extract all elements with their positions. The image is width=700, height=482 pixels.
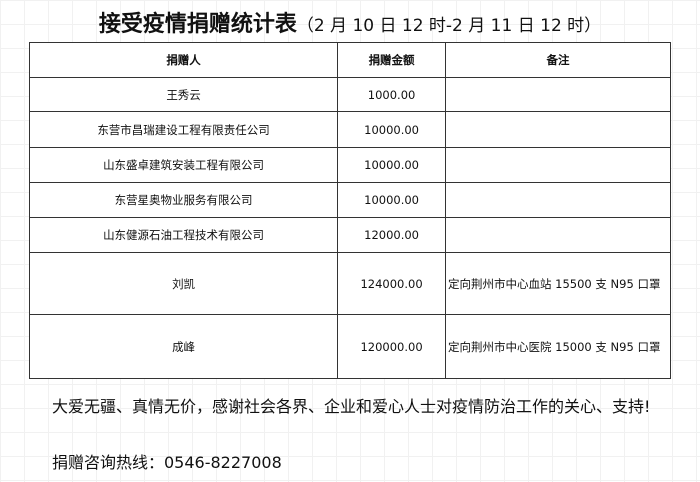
title-main: 接受疫情捐赠统计表	[98, 12, 297, 37]
table-row: 山东健源石油工程技术有限公司 12000.00	[28, 217, 671, 253]
note-cell	[445, 111, 671, 148]
amount-cell: 10000.00	[337, 147, 446, 183]
amount-cell: 124000.00	[337, 252, 446, 315]
donor-cell: 王秀云	[28, 77, 339, 112]
donor-cell: 成峰	[28, 314, 339, 379]
table-header-row: 捐赠人 捐赠金额 备注	[28, 42, 671, 78]
title-date-range: （2 月 10 日 12 时-2 月 11 日 12 时）	[296, 16, 602, 36]
table-row: 刘凯 124000.00 定向荆州市中心血站 15500 支 N95 口罩	[28, 252, 671, 315]
donor-cell: 刘凯	[28, 252, 339, 315]
note-cell	[445, 147, 671, 183]
note-cell	[445, 182, 671, 218]
donor-cell: 山东盛卓建筑安装工程有限公司	[28, 147, 339, 183]
note-cell	[445, 217, 671, 253]
donation-table: 捐赠人 捐赠金额 备注 王秀云 1000.00 东营市昌瑞建设工程有限责任公司 100…	[28, 42, 671, 379]
amount-cell: 10000.00	[337, 111, 446, 148]
amount-cell: 10000.00	[337, 182, 446, 218]
amount-cell: 120000.00	[337, 314, 446, 379]
hotline-text: 捐赠咨询热线：0546-8227008	[52, 453, 282, 472]
table-row: 山东盛卓建筑安装工程有限公司 10000.00	[28, 147, 671, 183]
table-row: 王秀云 1000.00	[28, 77, 671, 112]
table-row: 东营市昌瑞建设工程有限责任公司 10000.00	[28, 111, 671, 148]
table-row: 东营星奥物业服务有限公司 10000.00	[28, 182, 671, 218]
header-note: 备注	[445, 42, 671, 78]
note-cell: 定向荆州市中心血站 15500 支 N95 口罩	[445, 252, 671, 315]
note-cell	[445, 77, 671, 112]
table-row: 成峰 120000.00 定向荆州市中心医院 15000 支 N95 口罩	[28, 314, 671, 379]
page-title: 接受疫情捐赠统计表（2 月 10 日 12 时-2 月 11 日 12 时）	[0, 6, 700, 38]
donor-cell: 东营星奥物业服务有限公司	[28, 182, 339, 218]
header-donor: 捐赠人	[28, 42, 339, 78]
header-amount: 捐赠金额	[337, 42, 446, 78]
thanks-paragraph: 大爱无疆、真情无价，感谢社会各界、企业和爱心人士对疫情防治工作的关心、支持!	[52, 397, 651, 416]
donor-cell: 山东健源石油工程技术有限公司	[28, 217, 339, 253]
note-cell: 定向荆州市中心医院 15000 支 N95 口罩	[445, 314, 671, 379]
amount-cell: 1000.00	[337, 77, 446, 112]
amount-cell: 12000.00	[337, 217, 446, 253]
donor-cell: 东营市昌瑞建设工程有限责任公司	[28, 111, 339, 148]
